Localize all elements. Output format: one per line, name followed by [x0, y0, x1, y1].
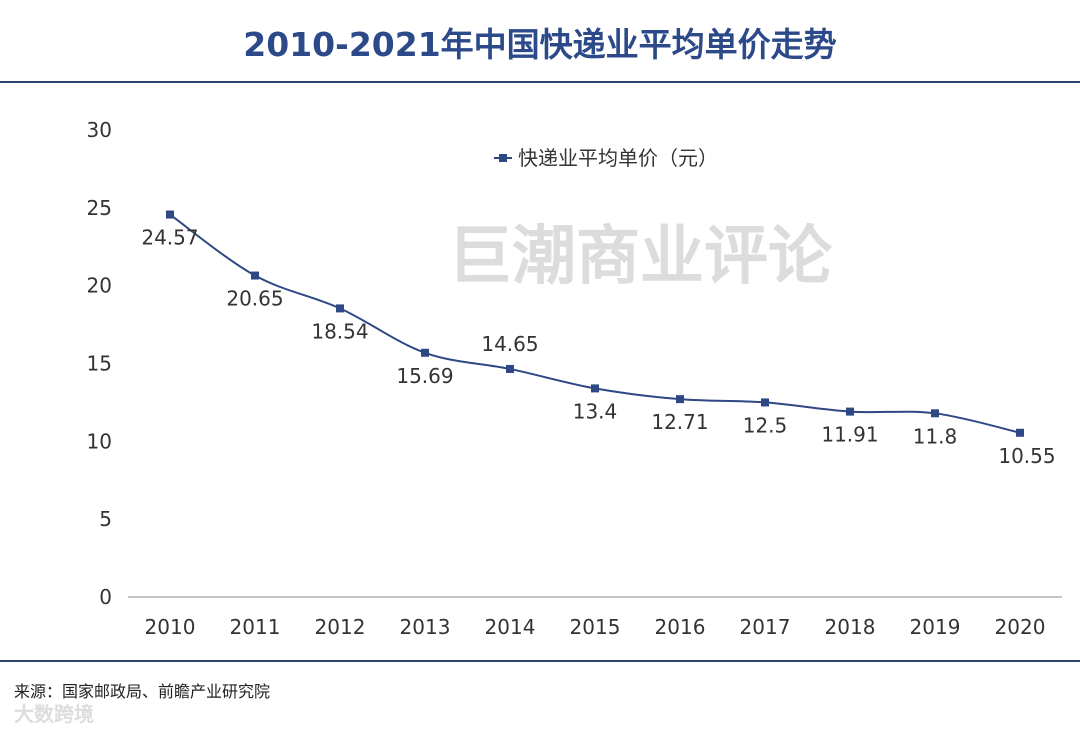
data-point-marker — [931, 409, 939, 418]
x-tick-label: 2010 — [145, 615, 196, 639]
center-watermark: 巨潮商业评论 — [448, 220, 833, 294]
data-point-marker — [166, 210, 174, 219]
y-tick-label: 5 — [99, 507, 112, 531]
data-point-marker — [251, 271, 259, 280]
y-tick-label: 15 — [87, 352, 112, 376]
footer-divider — [0, 660, 1080, 662]
data-point-marker — [1016, 428, 1024, 437]
data-point-marker — [336, 304, 344, 313]
x-tick-label: 2012 — [315, 615, 366, 639]
data-label: 11.8 — [913, 424, 958, 448]
title-divider — [0, 81, 1080, 83]
y-tick-label: 20 — [87, 274, 112, 298]
x-tick-label: 2018 — [825, 615, 876, 639]
legend-marker — [499, 154, 507, 162]
data-point-marker — [421, 348, 429, 357]
data-point-marker — [506, 364, 514, 373]
data-point-marker — [591, 384, 599, 393]
x-tick-label: 2011 — [230, 615, 281, 639]
data-label: 12.71 — [651, 410, 708, 434]
data-label: 12.5 — [743, 413, 788, 437]
y-tick-label: 30 — [87, 118, 112, 142]
y-tick-label: 0 — [99, 585, 112, 609]
data-label: 24.57 — [141, 226, 198, 250]
data-label: 15.69 — [396, 364, 453, 388]
y-tick-label: 10 — [87, 429, 112, 453]
data-label: 13.4 — [573, 399, 618, 423]
data-point-marker — [846, 407, 854, 416]
data-label: 18.54 — [311, 319, 368, 343]
data-label: 14.65 — [481, 332, 538, 356]
x-tick-label: 2016 — [655, 615, 706, 639]
x-tick-label: 2015 — [570, 615, 621, 639]
data-label: 11.91 — [821, 423, 878, 447]
x-tick-label: 2020 — [995, 615, 1046, 639]
x-tick-label: 2013 — [400, 615, 451, 639]
chart-title: 2010-2021年中国快递业平均单价走势 — [243, 25, 837, 64]
legend-label: 快递业平均单价（元） — [518, 146, 718, 170]
y-tick-label: 25 — [87, 196, 112, 220]
data-point-marker — [676, 395, 684, 404]
data-label: 10.55 — [998, 444, 1055, 468]
source-note: 来源：国家邮政局、前瞻产业研究院 — [14, 682, 271, 701]
data-point-marker — [761, 398, 769, 407]
data-label: 20.65 — [226, 287, 283, 311]
x-tick-label: 2017 — [740, 615, 791, 639]
x-tick-label: 2014 — [485, 615, 536, 639]
x-tick-label: 2019 — [910, 615, 961, 639]
corner-watermark: 大数跨境 — [14, 702, 94, 726]
